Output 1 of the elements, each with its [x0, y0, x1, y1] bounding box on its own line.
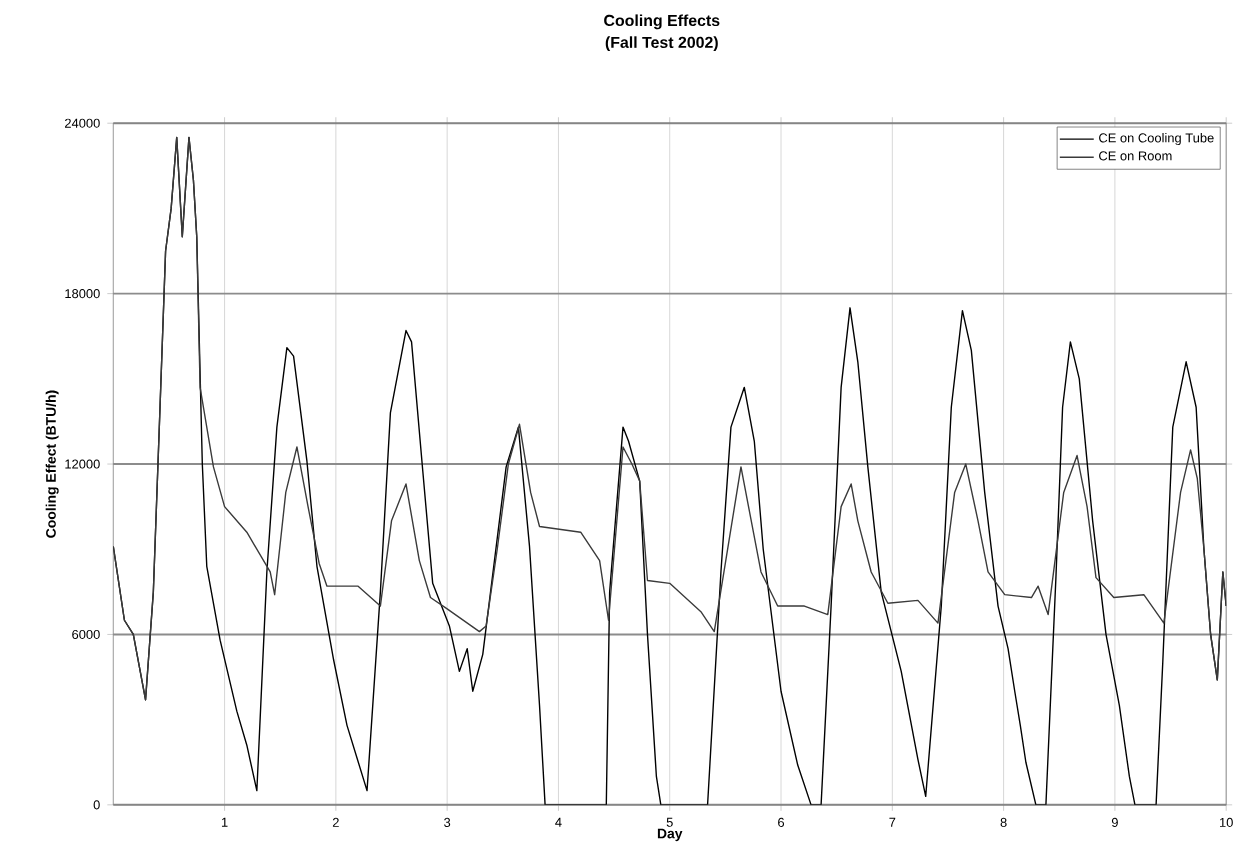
line-series: [113, 136, 1227, 701]
